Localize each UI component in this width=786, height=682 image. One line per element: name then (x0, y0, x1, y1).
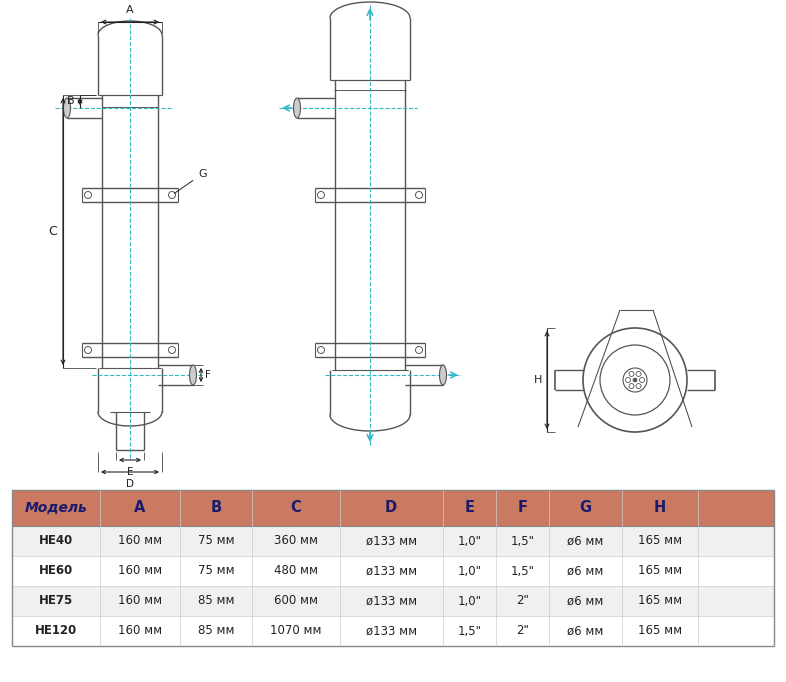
Text: C: C (48, 225, 57, 238)
Text: 1,5": 1,5" (511, 565, 534, 578)
Text: ø133 мм: ø133 мм (365, 625, 417, 638)
Text: HE75: HE75 (39, 595, 73, 608)
Text: B: B (68, 96, 75, 106)
Bar (12, 616, 774, 646)
Text: 1,0": 1,0" (457, 535, 481, 548)
Bar (12, 490, 774, 526)
Text: 160 мм: 160 мм (118, 565, 162, 578)
Text: 85 мм: 85 мм (197, 625, 234, 638)
Ellipse shape (189, 365, 196, 385)
Text: A: A (134, 501, 145, 516)
Text: HE40: HE40 (39, 535, 73, 548)
Text: C: C (291, 501, 301, 516)
Text: 2": 2" (516, 595, 529, 608)
Text: F: F (517, 501, 527, 516)
Text: 165 мм: 165 мм (637, 565, 681, 578)
Text: ø133 мм: ø133 мм (365, 535, 417, 548)
Ellipse shape (439, 365, 446, 385)
Text: ø133 мм: ø133 мм (365, 595, 417, 608)
Text: 1,5": 1,5" (511, 535, 534, 548)
Text: Модель: Модель (24, 501, 87, 515)
Bar (12, 556, 774, 586)
Bar (12, 586, 774, 616)
Text: 160 мм: 160 мм (118, 625, 162, 638)
Text: 165 мм: 165 мм (637, 535, 681, 548)
Text: D: D (385, 501, 397, 516)
Bar (12, 526, 774, 556)
Text: B: B (211, 501, 222, 516)
Text: 1,0": 1,0" (457, 565, 481, 578)
Text: ø6 мм: ø6 мм (567, 535, 604, 548)
Text: 600 мм: 600 мм (274, 595, 318, 608)
Text: ø6 мм: ø6 мм (567, 625, 604, 638)
Text: HE120: HE120 (35, 625, 77, 638)
Text: ø6 мм: ø6 мм (567, 565, 604, 578)
Text: D: D (126, 479, 134, 489)
Text: 1,0": 1,0" (457, 595, 481, 608)
Text: 160 мм: 160 мм (118, 535, 162, 548)
Text: ø133 мм: ø133 мм (365, 565, 417, 578)
Text: E: E (127, 467, 134, 477)
Text: 165 мм: 165 мм (637, 625, 681, 638)
Ellipse shape (293, 98, 300, 118)
Text: ø6 мм: ø6 мм (567, 595, 604, 608)
Text: H: H (534, 375, 542, 385)
Text: G: G (579, 501, 592, 516)
Text: G: G (174, 169, 207, 194)
Text: E: E (465, 501, 474, 516)
Text: 1070 мм: 1070 мм (270, 625, 321, 638)
Text: 480 мм: 480 мм (274, 565, 318, 578)
Text: 2": 2" (516, 625, 529, 638)
Text: 360 мм: 360 мм (274, 535, 318, 548)
Text: 85 мм: 85 мм (197, 595, 234, 608)
Text: 75 мм: 75 мм (197, 535, 234, 548)
Text: F: F (205, 370, 211, 380)
Text: 1,5": 1,5" (457, 625, 481, 638)
Text: HE60: HE60 (39, 565, 73, 578)
Text: 75 мм: 75 мм (197, 565, 234, 578)
Circle shape (633, 378, 637, 382)
Text: H: H (654, 501, 666, 516)
Text: A: A (127, 5, 134, 15)
Text: 165 мм: 165 мм (637, 595, 681, 608)
Ellipse shape (64, 98, 71, 118)
Text: 160 мм: 160 мм (118, 595, 162, 608)
